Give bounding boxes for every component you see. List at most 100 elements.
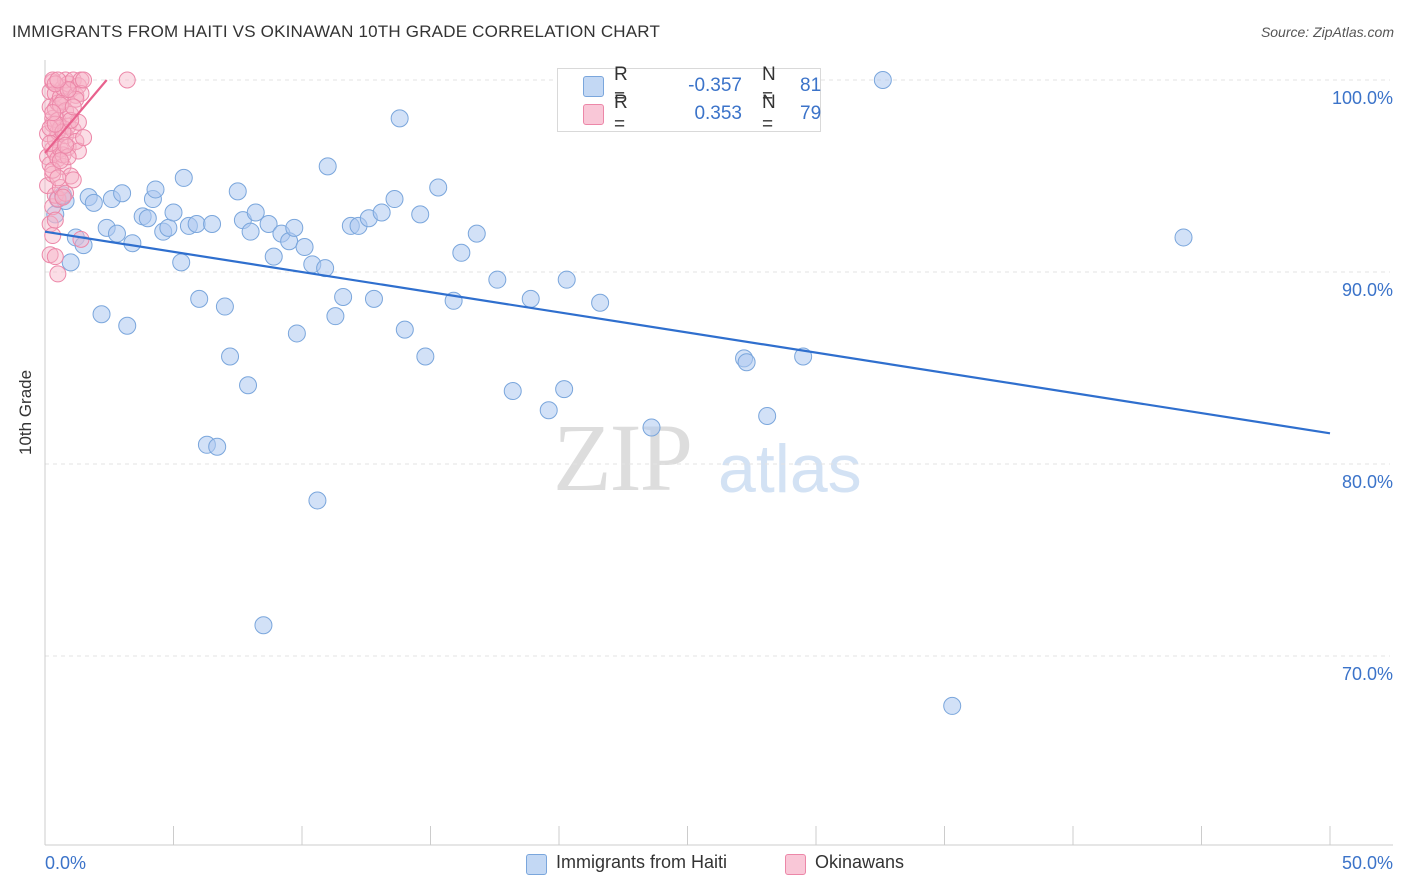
- haiti-trend-line: [44, 230, 1331, 435]
- haiti-point: [467, 224, 486, 243]
- r-label: R =: [614, 92, 628, 135]
- okinawan-swatch: [583, 103, 604, 125]
- okinawan-point: [49, 265, 67, 283]
- r-label: R =: [614, 64, 628, 107]
- haiti-point: [107, 224, 126, 243]
- haiti-point: [318, 157, 337, 176]
- watermark-atlas: atlas: [718, 431, 862, 507]
- haiti-point: [642, 418, 661, 437]
- haiti-point: [228, 182, 247, 201]
- grid-lines: [45, 79, 1390, 657]
- haiti-point: [113, 184, 132, 203]
- okinawan-point: [64, 171, 82, 189]
- haiti-swatch: [583, 75, 604, 97]
- okinawan-point: [118, 71, 136, 89]
- haiti-point: [259, 215, 278, 233]
- haiti-point: [411, 205, 430, 224]
- haiti-point: [488, 270, 507, 289]
- okinawan-point: [67, 132, 85, 150]
- okinawan-point: [44, 104, 62, 122]
- haiti-point: [254, 616, 273, 635]
- okinawan-point: [49, 71, 67, 89]
- haiti-point: [138, 209, 157, 228]
- haiti-point: [758, 407, 777, 425]
- haiti-point: [164, 203, 183, 222]
- n-label: N =: [762, 64, 776, 107]
- haiti-point: [285, 218, 304, 237]
- haiti-point: [172, 253, 191, 272]
- haiti-point: [591, 293, 610, 312]
- okinawan-point: [75, 129, 93, 147]
- haiti-point: [390, 109, 409, 128]
- x-tick-label-max: 50.0%: [1342, 853, 1393, 873]
- haiti-point: [208, 437, 227, 456]
- haiti-point: [737, 353, 756, 372]
- okinawan-trend-line: [44, 79, 108, 154]
- haiti-point: [416, 347, 435, 366]
- bottom-legend-haiti-label: Immigrants from Haiti: [556, 852, 728, 872]
- okinawan-point: [51, 152, 69, 170]
- x-tick-label-min: 0.0%: [45, 853, 86, 873]
- haiti-point: [557, 270, 576, 289]
- okinawan-point: [44, 227, 62, 245]
- haiti-point: [190, 289, 209, 308]
- r-value: -0.357: [688, 75, 742, 96]
- haiti-point: [555, 380, 574, 399]
- haiti-point: [264, 247, 283, 266]
- haiti-point: [239, 376, 258, 395]
- n-label: N =: [762, 92, 776, 135]
- haiti-point: [174, 168, 193, 187]
- watermark-zip: ZIP: [553, 404, 693, 511]
- haiti-point: [241, 222, 260, 241]
- haiti-points: [46, 71, 1193, 715]
- r-value: 0.353: [694, 103, 742, 124]
- haiti-point: [123, 234, 142, 253]
- chart-title: IMMIGRANTS FROM HAITI VS OKINAWAN 10TH G…: [12, 22, 661, 41]
- okinawan-point: [72, 230, 90, 248]
- okinawan-point: [54, 188, 72, 206]
- okinawan-point: [46, 211, 64, 229]
- haiti-point: [429, 178, 448, 197]
- haiti-point: [246, 203, 265, 222]
- haiti-point: [395, 320, 414, 339]
- haiti-point: [521, 289, 540, 308]
- haiti-point: [943, 696, 962, 715]
- haiti-point: [221, 347, 240, 366]
- haiti-point: [334, 287, 353, 306]
- haiti-point: [187, 215, 206, 233]
- okinawan-point: [49, 169, 67, 187]
- haiti-point: [159, 218, 178, 237]
- haiti-point: [326, 307, 345, 326]
- trend-lines: [44, 79, 1331, 435]
- haiti-point: [295, 238, 314, 257]
- n-value: 79: [800, 103, 822, 124]
- haiti-point: [539, 401, 558, 420]
- y-tick-label: 100.0%: [1332, 88, 1393, 108]
- haiti-point: [287, 324, 306, 343]
- bottom-legend-haiti-swatch: [526, 854, 547, 875]
- haiti-point: [873, 71, 892, 89]
- haiti-point: [364, 289, 383, 308]
- y-tick-label: 70.0%: [1342, 664, 1393, 684]
- haiti-point: [203, 215, 222, 233]
- haiti-point: [452, 243, 471, 262]
- haiti-point: [84, 193, 103, 212]
- y-tick-label: 90.0%: [1342, 280, 1393, 300]
- tick-labels: 100.0% 90.0% 80.0% 70.0% 0.0% 50.0%: [45, 88, 1393, 873]
- haiti-point: [385, 190, 404, 209]
- y-axis-label: 10th Grade: [16, 369, 35, 455]
- bottom-legend-okinawan-label: Okinawans: [815, 852, 905, 872]
- haiti-point: [146, 180, 165, 199]
- okinawan-point: [46, 248, 64, 266]
- haiti-point: [503, 382, 522, 401]
- haiti-point: [61, 253, 80, 272]
- okinawan-point: [57, 136, 75, 154]
- haiti-point: [372, 203, 391, 222]
- y-tick-label: 80.0%: [1342, 472, 1393, 492]
- source-label: Source: ZipAtlas.com: [1260, 24, 1394, 40]
- bottom-legend-okinawan-swatch: [785, 854, 806, 875]
- okinawan-point: [75, 71, 93, 89]
- n-value: 81: [800, 75, 822, 96]
- haiti-point: [308, 491, 327, 510]
